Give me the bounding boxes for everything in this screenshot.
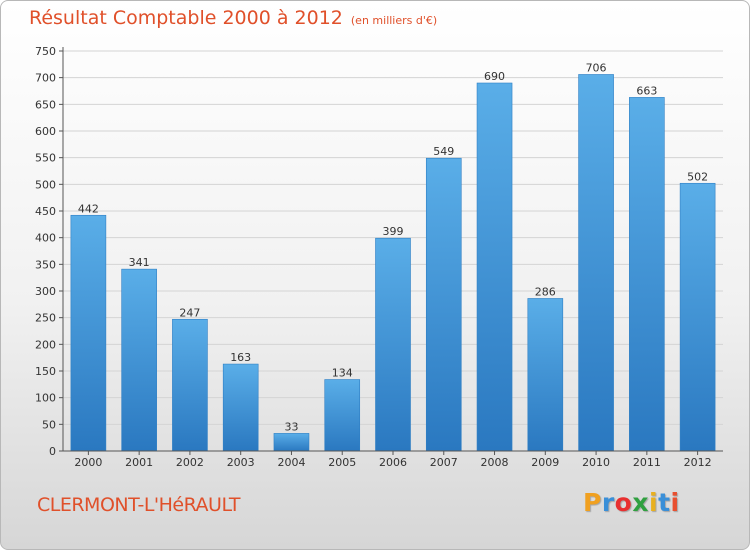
y-tick-label: 0 [49,445,56,458]
bar-value-label: 442 [78,202,99,215]
logo-letter: x [632,488,649,517]
proxiti-logo: Proxiti [583,488,680,517]
chart-unit: (en milliers d'€) [350,14,438,27]
bar-value-label: 690 [484,70,505,83]
bar [578,74,614,452]
x-tick-label: 2003 [227,456,255,469]
y-tick-label: 550 [35,152,56,165]
x-tick-label: 2012 [684,456,712,469]
bar [324,379,361,452]
logo-letter: r [601,488,615,517]
bar [70,214,107,452]
bar [273,433,310,452]
y-tick-label: 450 [35,205,56,218]
bar-value-label: 549 [433,145,454,158]
y-tick-label: 400 [35,232,56,245]
bar [476,82,513,452]
bar [527,298,564,452]
bar [121,268,157,452]
y-tick-label: 100 [35,392,56,405]
bar-value-label: 134 [332,367,353,380]
chart-title-text: Résultat Comptable 2000 à 2012 [29,7,343,29]
x-tick-label: 2000 [74,456,102,469]
bar-value-label: 247 [179,306,200,319]
bar-value-label: 341 [129,256,150,269]
bars: 442 341 247 163 33 134 399 549 690 286 706 663 502 [70,61,716,452]
x-tick-label: 2008 [481,456,509,469]
y-tick-label: 700 [35,72,56,85]
logo-letter: t [658,488,671,517]
logo-letter: o [614,488,633,517]
x-tick-label: 2002 [176,456,204,469]
bar-value-label: 399 [383,225,404,238]
y-tick-label: 600 [35,125,56,138]
x-tick-label: 2006 [379,456,407,469]
bar-value-label: 706 [586,61,607,74]
chart-title: Résultat Comptable 2000 à 2012 (en millie… [29,7,437,29]
x-tick-label: 2009 [531,456,559,469]
y-tick-label: 500 [35,178,56,191]
bar [375,237,411,452]
logo-letter: P [583,488,602,517]
x-tick-label: 2007 [430,456,458,469]
bar [172,318,208,452]
y-tick-label: 150 [35,365,56,378]
x-tick-label: 2001 [125,456,153,469]
bar-value-label: 286 [535,285,556,298]
x-tick-label: 2005 [328,456,356,469]
axes: 0 50 100 150 200 250 300 350 400 450 500 550 600 650 7… [35,45,723,469]
bar [222,363,259,452]
y-tick-label: 300 [35,285,56,298]
x-tick-label: 2010 [582,456,610,469]
x-tick-label: 2011 [633,456,661,469]
bar-value-label: 163 [230,351,251,364]
logo-letter: i [649,488,659,517]
y-tick-label: 200 [35,338,56,351]
logo-letter: i [670,488,680,517]
bar [425,157,462,452]
city-name: CLERMONT-L'HéRAULT [37,494,241,516]
bar-value-label: 33 [284,420,298,433]
bar [629,97,665,452]
y-tick-label: 350 [35,258,56,271]
bar-value-label: 663 [636,84,657,97]
bar-value-label: 502 [687,170,708,183]
y-tick-label: 650 [35,98,56,111]
y-tick-label: 50 [42,418,56,431]
y-tick-label: 250 [35,312,56,325]
y-tick-label: 750 [35,45,56,58]
bar [679,182,716,452]
x-tick-label: 2004 [277,456,305,469]
